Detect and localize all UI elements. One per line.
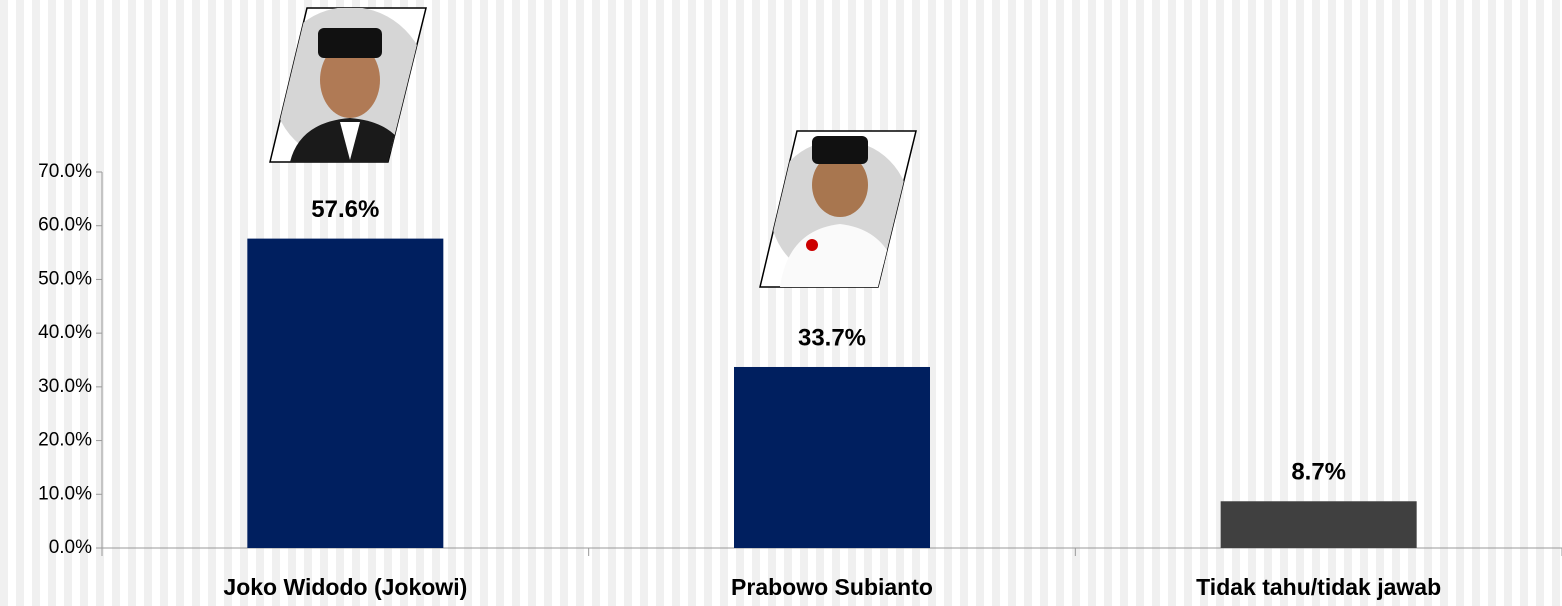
y-tick-label: 70.0%	[38, 161, 92, 182]
x-tick-label: Tidak tahu/tidak jawab	[1196, 574, 1441, 600]
value-label: 57.6%	[311, 196, 379, 223]
bar	[247, 238, 444, 548]
photo-prabowo	[759, 130, 917, 288]
x-tick-label: Prabowo Subianto	[731, 574, 933, 600]
photo-jokowi	[269, 7, 427, 163]
y-tick-label: 30.0%	[38, 376, 92, 397]
y-tick-label: 10.0%	[38, 483, 92, 504]
y-tick-label: 60.0%	[38, 215, 92, 236]
value-label: 8.7%	[1291, 459, 1346, 486]
y-tick-label: 50.0%	[38, 268, 92, 289]
bar	[1220, 501, 1417, 548]
y-tick-label: 40.0%	[38, 322, 92, 343]
value-label: 33.7%	[798, 324, 866, 351]
x-tick-label: Joko Widodo (Jokowi)	[223, 574, 467, 600]
y-tick-label: 0.0%	[49, 537, 92, 558]
bar	[734, 366, 930, 548]
y-tick-label: 20.0%	[38, 430, 92, 451]
